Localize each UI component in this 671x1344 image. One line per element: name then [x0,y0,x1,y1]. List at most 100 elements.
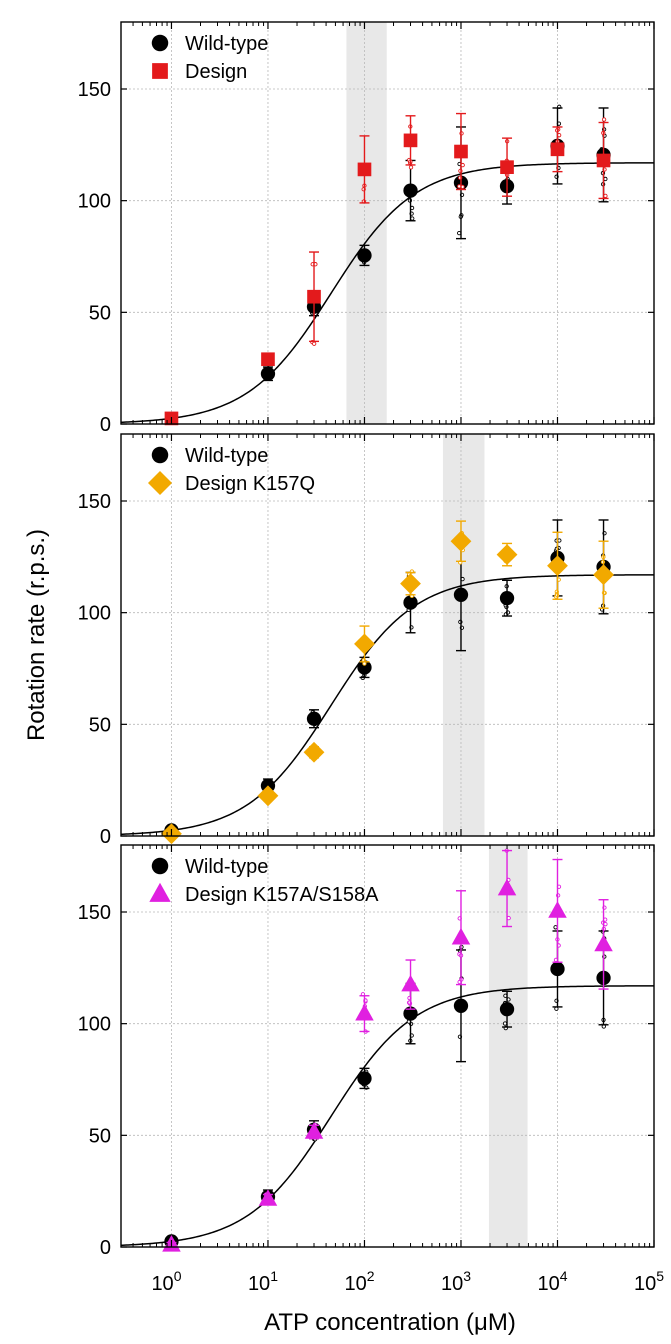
series-design-k157a-s158a [162,848,613,1252]
panel-2: 0 50 100 150 Wild-type Design K157Q [78,433,655,848]
x-tick-label: 102 [344,1268,374,1295]
y-tick-label: 50 [89,1125,111,1147]
legend-item: Wild-type [151,33,268,55]
data-point [499,591,515,606]
shaded-band [442,434,485,836]
series-wild-type [164,925,611,1249]
data-point [596,153,611,168]
legend-label: Design [185,61,247,83]
replicate-point [502,1021,508,1026]
data-point [547,555,568,577]
data-point [403,133,418,148]
data-point [357,248,372,263]
data-point [550,961,565,977]
panel-1: 0 50 100 150 Wild-type Design [78,21,655,436]
y-tick-label: 150 [78,79,111,101]
series-design [164,112,611,426]
series-design-k157q [161,520,614,845]
y-tick-label: 0 [100,1237,111,1259]
data-point [550,142,565,157]
x-tick-label: 101 [248,1268,278,1295]
y-tick-label: 100 [78,191,111,213]
y-tick-label: 50 [89,714,111,736]
data-point [450,530,472,552]
y-tick-label: 0 [100,414,111,436]
plot-frame [120,433,655,837]
legend-marker [151,857,169,875]
replicate-point [408,165,414,170]
replicate-point [603,922,608,927]
legend-marker [151,34,169,52]
data-point [306,711,322,726]
replicate-point [553,925,558,930]
data-point [400,573,421,595]
y-tick-label: 100 [78,603,111,625]
legend-marker [149,882,171,902]
data-point [403,183,418,198]
legend-label: Design K157Q [185,473,315,495]
data-point [593,564,614,586]
x-tick-labels: 100 101 102 103 104 105 [151,1268,664,1295]
legend-label: Design K157A/S158A [185,884,379,906]
legend-item: Design K157A/S158A [149,882,379,906]
data-point [357,660,372,675]
data-point [453,998,469,1013]
x-tick-label: 103 [441,1268,471,1295]
data-point [401,974,420,992]
x-tick-label: 100 [151,1268,181,1295]
y-tick-label: 0 [100,826,111,848]
y-tick-label: 50 [89,302,111,324]
data-point [261,352,275,367]
fit-curve [120,162,654,424]
x-axis-label: ATP concentration (μM) [264,1309,516,1336]
fit-curve [120,985,654,1247]
data-point [357,1071,372,1086]
legend-item: Wild-type [151,856,268,878]
data-point [594,934,613,952]
data-point [454,144,468,159]
replicate-point [312,341,317,346]
data-point [355,1003,374,1021]
data-point [453,587,469,602]
data-point [497,878,517,896]
legend-marker [151,446,169,464]
plot-frame [120,844,655,1248]
replicate-point [601,117,607,122]
data-point [303,741,325,763]
fit-curve [120,574,654,836]
legend-label: Wild-type [185,445,268,467]
series-wild-type [164,519,611,838]
legend-marker [152,63,168,79]
y-tick-label: 150 [78,902,111,924]
data-point [403,595,418,610]
y-axis-label: Rotation rate (r.p.s.) [23,529,50,741]
data-point [260,366,276,381]
x-tick-label: 104 [537,1268,567,1295]
data-point [496,544,518,565]
data-point [258,1189,278,1206]
legend-item: Design K157Q [148,471,315,495]
data-point [357,162,372,177]
legend-item: Wild-type [151,445,268,467]
data-point [451,927,471,945]
plot-frame [120,21,655,425]
data-point [403,1006,418,1021]
data-point [548,901,567,918]
legend-item: Design [152,61,247,83]
data-point [354,633,375,655]
legend-marker [148,471,172,495]
panel-3: 0 50 100 150 Wild-type Design K157A/S158A [78,844,655,1259]
data-point [257,785,279,807]
data-point [304,1122,324,1139]
data-point [307,289,321,304]
y-tick-label: 150 [78,491,111,513]
legend-label: Wild-type [185,33,268,55]
replicate-point [603,193,608,199]
panels: 0 50 100 150 Wild-type Design 0 50 100 150 Wild-ty… [78,21,655,1259]
y-tick-label: 100 [78,1014,111,1036]
data-point [499,1002,515,1017]
legend-label: Wild-type [185,856,268,878]
data-point [500,160,514,174]
x-tick-label: 105 [634,1268,664,1295]
